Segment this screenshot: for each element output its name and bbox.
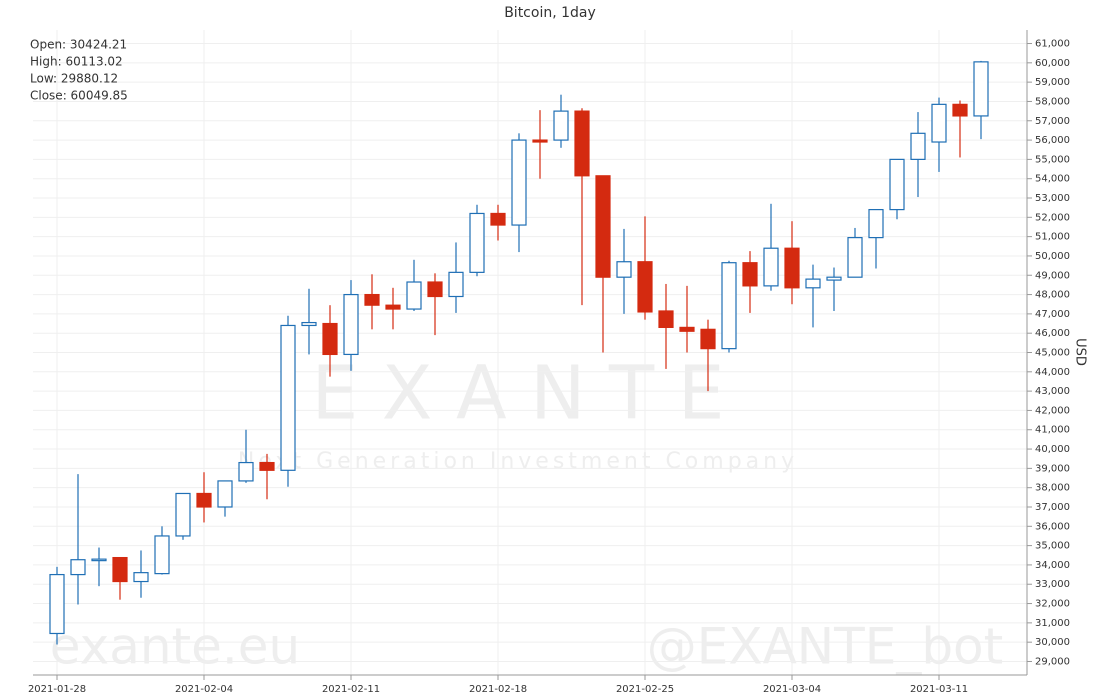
y-tick-label: 32,000 <box>1035 599 1070 610</box>
watermark: @EXANTE_bot <box>647 618 1004 676</box>
y-tick-label: 49,000 <box>1035 270 1070 281</box>
y-tick-label: 56,000 <box>1035 135 1070 146</box>
candle-body <box>217 480 233 508</box>
watermark: E X A N T E <box>312 351 725 437</box>
y-tick-label: 47,000 <box>1035 309 1070 320</box>
y-tick-label: 52,000 <box>1035 212 1070 223</box>
y-tick-label: 42,000 <box>1035 405 1070 416</box>
candle-body <box>112 556 128 583</box>
x-tick-label: 2021-01-28 <box>28 684 86 695</box>
candle-body <box>721 262 737 350</box>
candle-body <box>154 535 170 575</box>
candle-body <box>427 281 443 298</box>
candle-body <box>931 103 947 143</box>
candle-body <box>175 492 191 537</box>
candle-body <box>133 572 149 583</box>
ohlc-info: Open: 30424.21 <box>30 38 127 52</box>
candle-body <box>553 110 569 141</box>
y-tick-label: 61,000 <box>1035 39 1070 50</box>
candle-body <box>889 158 905 211</box>
candle-body <box>616 261 632 278</box>
candle-body <box>868 208 884 239</box>
candle-body <box>658 310 674 328</box>
y-tick-label: 44,000 <box>1035 367 1070 378</box>
ohlc-info: High: 60113.02 <box>30 55 123 69</box>
y-tick-label: 41,000 <box>1035 425 1070 436</box>
candle-body <box>826 276 842 281</box>
y-tick-label: 33,000 <box>1035 579 1070 590</box>
candle-body <box>406 281 422 310</box>
x-tick-label: 2021-02-25 <box>616 684 674 695</box>
ohlc-info: Close: 60049.85 <box>30 89 128 103</box>
candle-body <box>805 278 821 289</box>
candle-body <box>364 293 380 306</box>
y-tick-label: 36,000 <box>1035 521 1070 532</box>
candle-body <box>49 573 65 635</box>
candle-body <box>532 139 548 143</box>
candle-body <box>490 212 506 226</box>
y-tick-label: 50,000 <box>1035 251 1070 262</box>
chart-title: Bitcoin, 1day <box>504 5 596 21</box>
y-tick-label: 58,000 <box>1035 96 1070 107</box>
y-tick-label: 40,000 <box>1035 444 1070 455</box>
candle-body <box>343 293 359 356</box>
candle-body <box>238 461 254 482</box>
candle-body <box>259 461 275 471</box>
y-axis-label: USD <box>1073 338 1088 366</box>
y-tick-label: 38,000 <box>1035 483 1070 494</box>
candle-body <box>196 492 212 508</box>
y-tick-label: 48,000 <box>1035 290 1070 301</box>
x-tick-label: 2021-02-18 <box>469 684 527 695</box>
candle-body <box>595 175 611 278</box>
candle-body <box>742 262 758 287</box>
y-tick-label: 37,000 <box>1035 502 1070 513</box>
x-tick-label: 2021-03-11 <box>910 684 968 695</box>
candle-body <box>322 322 338 356</box>
candle-body <box>448 271 464 298</box>
watermark: exante.eu <box>50 618 301 676</box>
y-tick-label: 31,000 <box>1035 618 1070 629</box>
candle-body <box>91 558 107 562</box>
y-tick-label: 54,000 <box>1035 174 1070 185</box>
candle-body <box>280 324 296 471</box>
x-tick-label: 2021-02-04 <box>175 684 233 695</box>
candle-body <box>301 321 317 327</box>
candle-body <box>385 304 401 310</box>
candle-body <box>637 261 653 313</box>
candle-body <box>469 212 485 273</box>
y-tick-label: 34,000 <box>1035 560 1070 571</box>
x-tick-label: 2021-02-11 <box>322 684 380 695</box>
y-tick-label: 55,000 <box>1035 154 1070 165</box>
y-tick-label: 51,000 <box>1035 232 1070 243</box>
candle-body <box>574 110 590 177</box>
y-tick-label: 29,000 <box>1035 656 1070 667</box>
y-tick-label: 35,000 <box>1035 541 1070 552</box>
y-tick-label: 60,000 <box>1035 58 1070 69</box>
y-tick-label: 39,000 <box>1035 463 1070 474</box>
candle-body <box>784 247 800 289</box>
ohlc-info: Low: 29880.12 <box>30 72 118 86</box>
candle-body <box>952 103 968 117</box>
candle-body <box>910 132 926 160</box>
candle-body <box>763 247 779 287</box>
y-tick-label: 43,000 <box>1035 386 1070 397</box>
candle-body <box>847 236 863 278</box>
y-tick-label: 57,000 <box>1035 116 1070 127</box>
watermark: Next Generation Investment Company <box>238 449 798 474</box>
candle-body <box>679 326 695 332</box>
candle-body <box>511 139 527 226</box>
y-tick-label: 46,000 <box>1035 328 1070 339</box>
candle-body <box>973 61 989 117</box>
y-tick-label: 53,000 <box>1035 193 1070 204</box>
y-tick-label: 45,000 <box>1035 348 1070 359</box>
y-tick-label: 30,000 <box>1035 637 1070 648</box>
candle-body <box>700 328 716 350</box>
y-tick-label: 59,000 <box>1035 77 1070 88</box>
candle-body <box>70 559 86 576</box>
x-tick-label: 2021-03-04 <box>763 684 821 695</box>
